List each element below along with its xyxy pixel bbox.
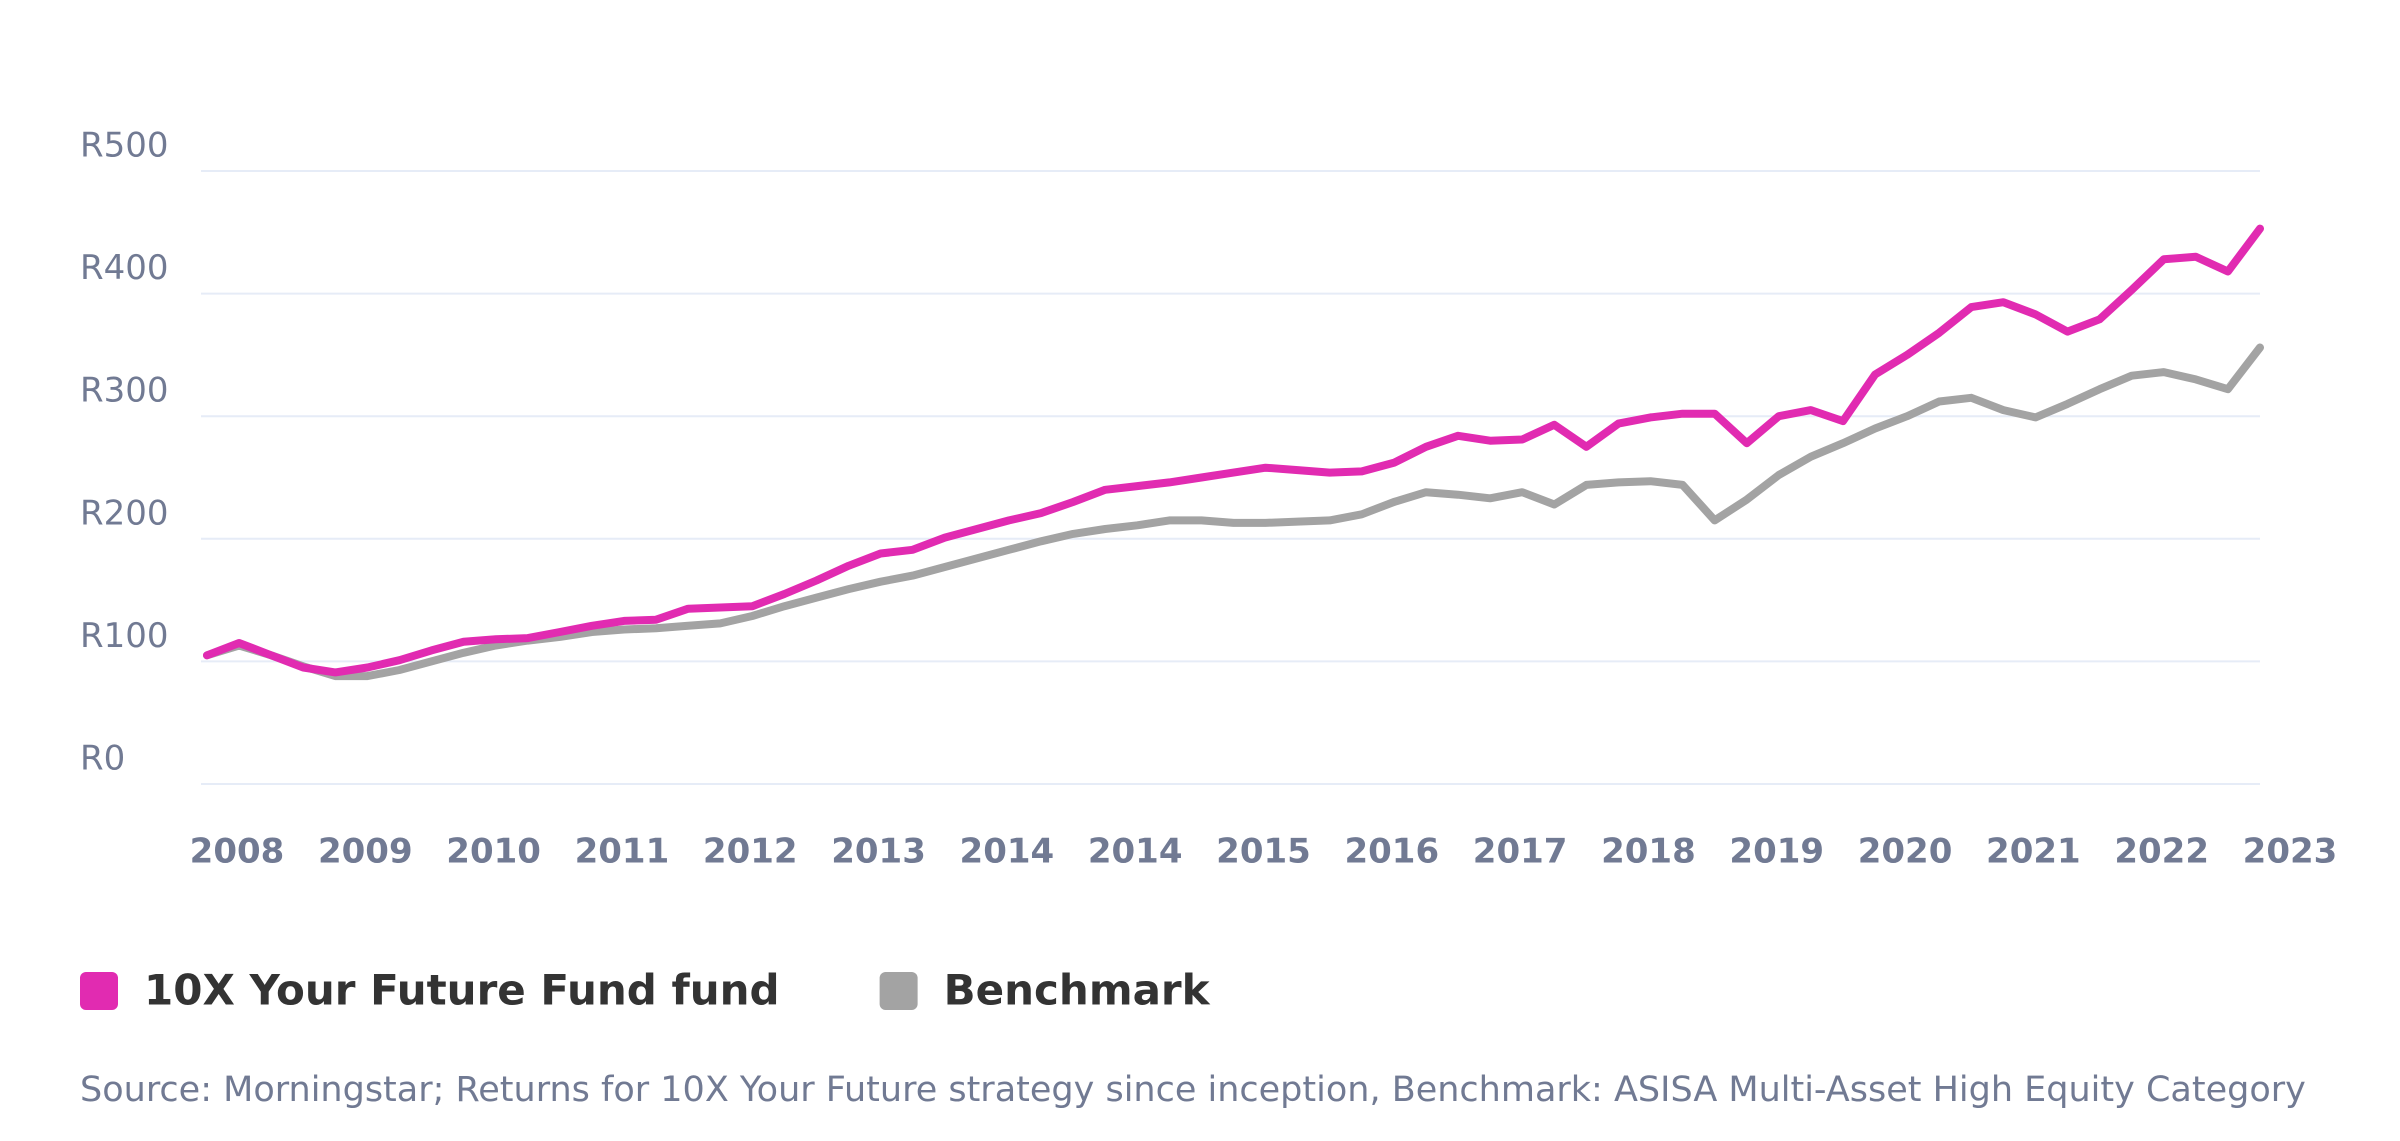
legend-swatch bbox=[879, 972, 918, 1010]
y-tick-label: R100 bbox=[80, 616, 169, 656]
x-tick-label: 2013 bbox=[831, 832, 926, 872]
x-tick-label: 2023 bbox=[2243, 832, 2338, 872]
legend-swatch bbox=[80, 972, 118, 1010]
x-tick-label: 2017 bbox=[1473, 832, 1568, 872]
y-tick-label: R200 bbox=[80, 493, 169, 533]
y-tick-label: R400 bbox=[80, 248, 169, 288]
x-tick-label: 2011 bbox=[575, 832, 670, 872]
y-tick-label: R500 bbox=[80, 126, 169, 166]
x-tick-label: 2016 bbox=[1344, 832, 1439, 872]
x-tick-label: 2020 bbox=[1858, 832, 1953, 872]
x-tick-label: 2014 bbox=[1088, 832, 1183, 872]
series-line bbox=[203, 343, 2264, 681]
x-tick-label: 2010 bbox=[446, 832, 541, 872]
x-tick-label: 2014 bbox=[960, 832, 1055, 872]
legend-label: Benchmark bbox=[944, 966, 1211, 1015]
x-tick-label: 2018 bbox=[1601, 832, 1696, 872]
legend-label: 10X Your Future Fund fund bbox=[144, 966, 780, 1015]
x-tick-label: 2021 bbox=[1986, 832, 2081, 872]
x-tick-label: 2022 bbox=[2114, 832, 2209, 872]
x-tick-label: 2019 bbox=[1729, 832, 1824, 872]
x-tick-label: 2012 bbox=[703, 832, 798, 872]
y-tick-label: R0 bbox=[80, 739, 125, 779]
series-line bbox=[203, 224, 2264, 677]
source-note: Source: Morningstar; Returns for 10X You… bbox=[80, 1070, 2306, 1110]
y-tick-label: R300 bbox=[80, 371, 169, 411]
x-tick-label: 2009 bbox=[318, 832, 413, 872]
x-tick-label: 2015 bbox=[1216, 832, 1311, 872]
x-tick-label: 2008 bbox=[190, 832, 285, 872]
